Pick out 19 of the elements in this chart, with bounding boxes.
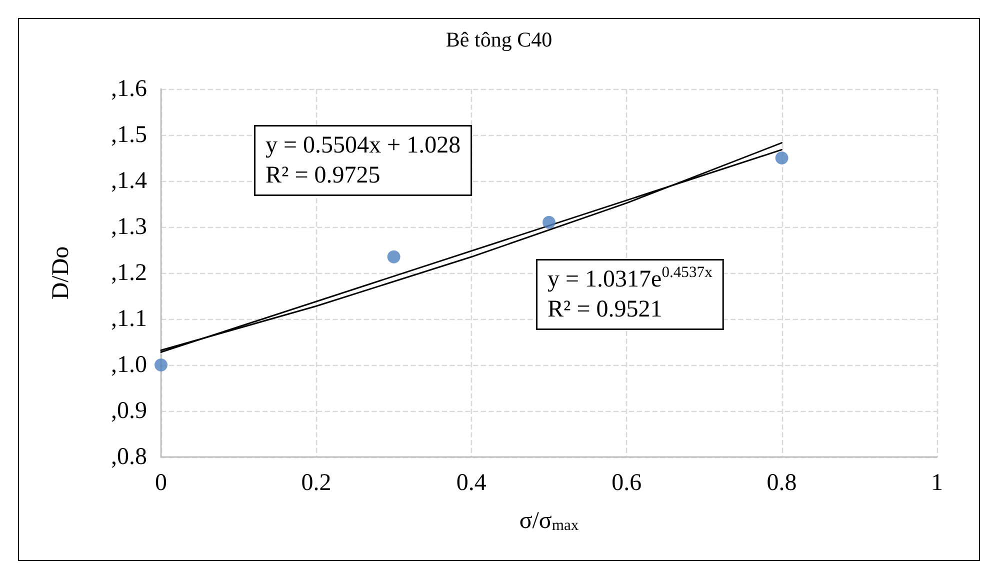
y-tick-label: ,1.1: [111, 306, 147, 332]
y-axis-title: D/Do: [48, 246, 74, 300]
y-tick-label: ,1.6: [111, 76, 147, 102]
y-tick-label: ,0.8: [111, 444, 147, 470]
x-tick-label: 0.4: [456, 470, 486, 496]
y-tick-label: ,0.9: [111, 398, 147, 424]
x-tick-label: 1: [931, 470, 943, 496]
y-tick-label: ,1.3: [111, 214, 147, 240]
y-tick-label: ,1.0: [111, 352, 147, 378]
x-tick-label: 0.6: [612, 470, 642, 496]
x-axis-title: σ/σmax: [519, 508, 579, 534]
x-tick-label: 0.2: [301, 470, 332, 496]
x-tick-label: 0.8: [766, 470, 797, 496]
y-tick-label: ,1.5: [111, 122, 147, 148]
chart-title: Bê tông C40: [446, 28, 552, 52]
y-tick-label: ,1.4: [111, 168, 147, 194]
x-tick-label: 0: [155, 470, 167, 496]
annotation: y = 0.5504x + 1.028 R² = 0.9725: [266, 132, 461, 188]
y-tick-label: ,1.2: [111, 260, 147, 286]
